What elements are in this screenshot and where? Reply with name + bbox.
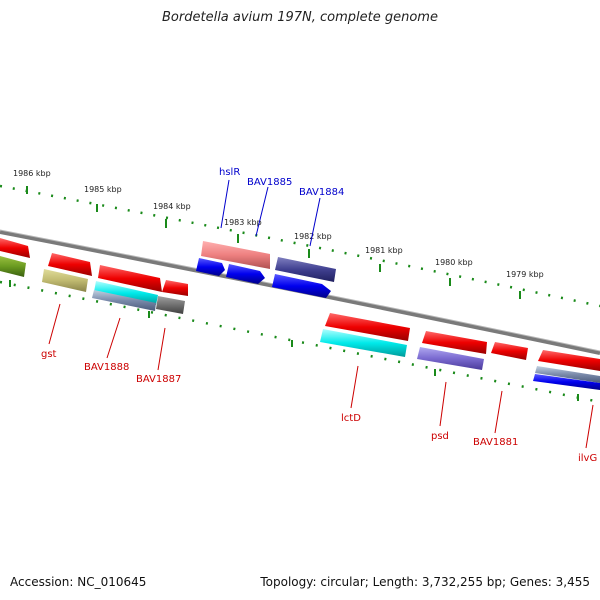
gene-label-BAV1885: BAV1885 bbox=[247, 177, 292, 188]
gene-arrow[interactable] bbox=[0, 256, 26, 277]
kbp-label: 1986 kbp bbox=[13, 169, 51, 178]
gene-arrow[interactable] bbox=[156, 296, 185, 314]
gene-arrow[interactable] bbox=[98, 265, 162, 292]
gene-arrow[interactable] bbox=[325, 313, 410, 341]
gene-arrow[interactable] bbox=[491, 342, 528, 360]
leader-lines bbox=[48, 179, 594, 449]
gene-arrow[interactable] bbox=[422, 331, 487, 354]
lower-major-ticks bbox=[9, 280, 579, 401]
gene-arrow[interactable] bbox=[42, 269, 88, 292]
gene-arrow[interactable] bbox=[196, 258, 225, 276]
gene-label-BAV1881: BAV1881 bbox=[473, 437, 518, 448]
gene-label-BAV1884: BAV1884 bbox=[299, 187, 344, 198]
lower-scale-track bbox=[0, 280, 600, 404]
gene-arrow[interactable] bbox=[275, 257, 336, 282]
gene-label-BAV1888: BAV1888 bbox=[84, 362, 129, 373]
gene-arrow[interactable] bbox=[533, 374, 600, 390]
map-title: Bordetella avium 197N, complete genome bbox=[162, 10, 438, 25]
accession-text: Accession: NC_010645 bbox=[10, 575, 147, 589]
kbp-label: 1984 kbp bbox=[153, 202, 191, 211]
gene-arrow[interactable] bbox=[272, 274, 331, 298]
upper-major-ticks bbox=[26, 186, 521, 299]
gene-arrow[interactable] bbox=[538, 350, 600, 371]
gene-label-ilvG: ilvG bbox=[578, 453, 597, 464]
genome-summary-text: Topology: circular; Length: 3,732,255 bp… bbox=[260, 575, 590, 589]
gene-label-lctD: lctD bbox=[341, 413, 361, 424]
gene-arrow[interactable] bbox=[320, 329, 407, 357]
gene-arrow[interactable] bbox=[92, 290, 156, 311]
gene-arrow[interactable] bbox=[162, 280, 188, 296]
gene-arrow[interactable] bbox=[48, 253, 92, 276]
kbp-label: 1985 kbp bbox=[84, 185, 122, 194]
kbp-label: 1982 kbp bbox=[294, 232, 332, 241]
gene-arrow[interactable] bbox=[535, 366, 600, 383]
gene-label-hslR: hslR bbox=[219, 167, 240, 178]
kbp-label: 1983 kbp bbox=[224, 218, 262, 227]
gene-arrow[interactable] bbox=[201, 241, 270, 269]
gene-label-psd: psd bbox=[431, 431, 449, 442]
kbp-label: 1981 kbp bbox=[365, 246, 403, 255]
gene-arrow[interactable] bbox=[226, 264, 265, 284]
gene-arrow[interactable] bbox=[94, 281, 158, 305]
gene-label-gst: gst bbox=[41, 349, 57, 360]
gene-arrow[interactable] bbox=[0, 238, 30, 258]
kbp-label: 1980 kbp bbox=[435, 258, 473, 267]
gene-label-BAV1887: BAV1887 bbox=[136, 374, 181, 385]
gene-arrow[interactable] bbox=[417, 347, 484, 370]
kbp-label: 1979 kbp bbox=[506, 270, 544, 279]
